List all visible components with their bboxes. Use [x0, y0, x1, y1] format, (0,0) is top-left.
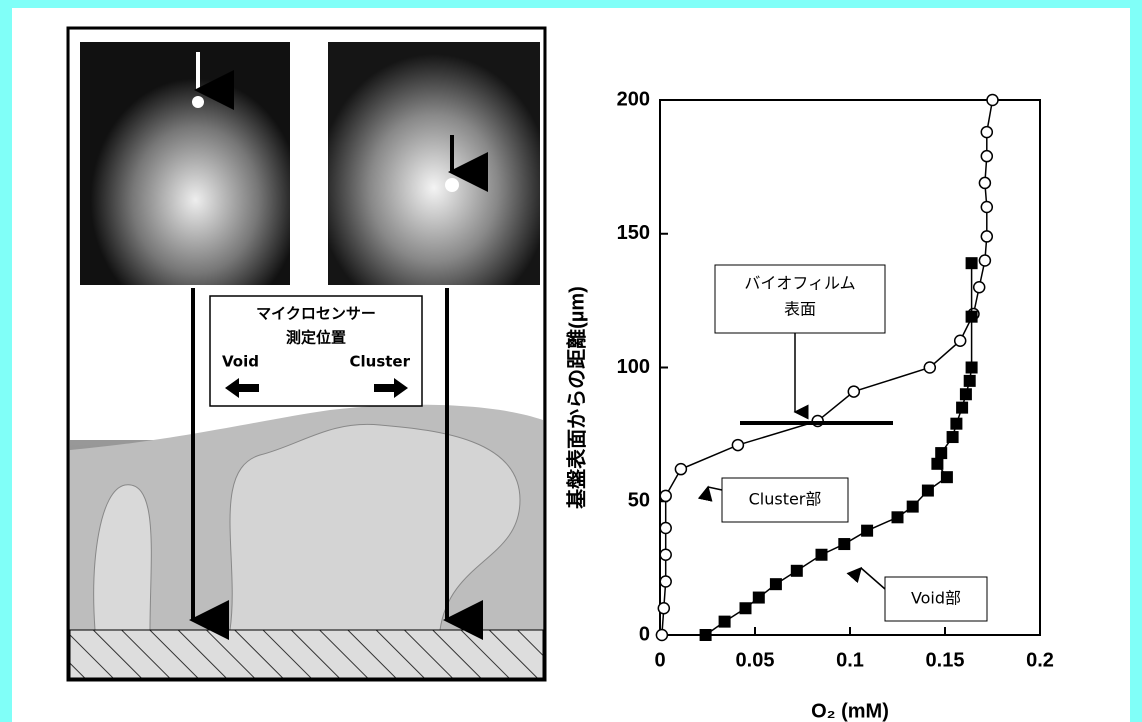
y-tick-label: 100: [617, 356, 650, 378]
y-tick-label: 150: [617, 222, 650, 244]
point: [979, 177, 990, 188]
photo: [80, 42, 290, 285]
probe: [192, 96, 204, 108]
point: [660, 523, 671, 534]
page: マイクロセンサー 測定位置 Void Cluster 0 50 100 150 200 0…: [0, 0, 1142, 722]
point: [660, 490, 671, 501]
point: [791, 565, 803, 577]
x-tick-label: 0.15: [926, 649, 965, 671]
y-tick-label: 50: [628, 490, 650, 512]
point: [719, 616, 731, 628]
point: [660, 549, 671, 560]
label: 測定位置: [286, 329, 346, 347]
substrate: [70, 630, 543, 678]
legend-label: Void部: [911, 589, 961, 608]
point: [987, 95, 998, 106]
x-axis-label: O₂ (mM): [811, 700, 889, 722]
point: [700, 629, 712, 641]
point: [861, 525, 873, 537]
x-tick-label: 0: [654, 649, 665, 671]
point: [956, 402, 968, 414]
point: [656, 630, 667, 641]
point: [660, 576, 671, 587]
y-tick-label: 200: [617, 88, 650, 110]
point: [838, 538, 850, 550]
y-axis-label: 基盤表面からの距離(µm): [564, 286, 588, 509]
point: [979, 255, 990, 266]
point: [981, 202, 992, 213]
annotation: バイオフィルム: [744, 274, 855, 293]
point: [675, 464, 686, 475]
point: [892, 511, 904, 523]
point: [950, 418, 962, 430]
label: Void: [222, 353, 259, 371]
annotation: 表面: [784, 300, 816, 319]
point: [966, 362, 978, 374]
point: [740, 602, 752, 614]
point: [935, 447, 947, 459]
point: [981, 231, 992, 242]
point: [941, 471, 953, 483]
probe: [445, 178, 459, 192]
point: [924, 362, 935, 373]
y-tick-label: 0: [639, 623, 650, 645]
illustration: マイクロセンサー 測定位置 Void Cluster: [68, 28, 545, 680]
point: [966, 257, 978, 269]
point: [732, 440, 743, 451]
x-tick-label: 0.05: [736, 649, 775, 671]
point: [907, 501, 919, 513]
point: [960, 388, 972, 400]
point: [848, 386, 859, 397]
point: [816, 549, 828, 561]
point: [966, 311, 978, 323]
x-tick-label: 0.1: [836, 649, 864, 671]
point: [658, 603, 669, 614]
point: [974, 282, 985, 293]
x-tick-label: 0.2: [1026, 649, 1054, 671]
photo: [328, 42, 540, 285]
point: [922, 485, 934, 497]
point: [955, 335, 966, 346]
point: [964, 375, 976, 387]
point: [981, 151, 992, 162]
point: [770, 578, 782, 590]
point: [931, 458, 943, 470]
point: [753, 592, 765, 604]
legend-label: Cluster部: [749, 490, 822, 509]
point: [947, 431, 959, 443]
label: Cluster: [350, 353, 411, 371]
label: マイクロセンサー: [256, 305, 376, 323]
point: [981, 127, 992, 138]
